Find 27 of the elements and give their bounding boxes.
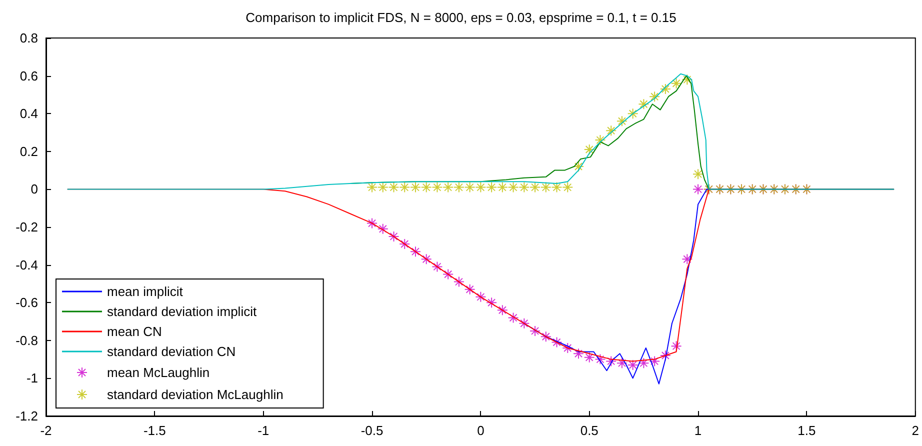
y-tick-label: 0 [30, 182, 38, 197]
x-tick-label: 1.5 [798, 423, 816, 438]
x-tick-label: 2 [912, 423, 919, 438]
x-tick-label: 0 [477, 423, 484, 438]
legend-label: mean McLaughlin [107, 365, 210, 380]
legend-label: mean CN [107, 324, 162, 339]
x-tick-label: -1 [258, 423, 270, 438]
y-tick-label: -0.2 [16, 220, 38, 234]
y-tick-label: -0.8 [16, 332, 38, 348]
chart-title: Comparison to implicit FDS, N = 8000, eps = 0.03, epsprime = 0.1, t = 0.15 [246, 10, 676, 25]
x-tick-label: -2 [40, 423, 52, 438]
x-tick-label: -0.5 [360, 423, 384, 438]
y-tick-label: -1 [26, 370, 38, 386]
x-tick-label: 0.5 [580, 423, 598, 438]
legend-label: standard deviation McLaughlin [107, 387, 284, 402]
y-tick-label: -0.4 [16, 257, 38, 272]
legend-label: mean implicit [107, 284, 184, 299]
x-tick-label: 1 [694, 423, 702, 438]
y-tick-label: -1.2 [16, 408, 38, 424]
x-tick-label: -1.5 [143, 423, 166, 438]
y-tick-label: 0.8 [20, 30, 38, 46]
y-tick-label: 0.2 [20, 144, 38, 159]
y-tick-label: -0.6 [16, 295, 38, 310]
y-tick-label: 0.4 [20, 106, 38, 122]
y-tick-label: 0.6 [20, 68, 38, 84]
legend-label: standard deviation implicit [107, 304, 257, 319]
legend-label: standard deviation CN [107, 344, 236, 359]
